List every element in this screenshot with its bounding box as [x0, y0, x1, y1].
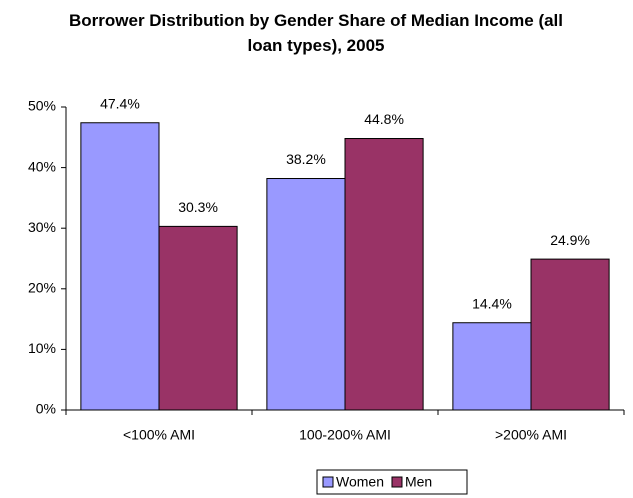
bar: [80, 122, 160, 411]
legend-swatch: [322, 476, 334, 488]
bar: [530, 258, 610, 411]
y-tick-label: 40%: [28, 158, 56, 174]
value-label: 38.2%: [286, 151, 326, 167]
value-label: 47.4%: [100, 95, 140, 111]
y-tick-label: 30%: [28, 219, 56, 235]
bar: [266, 178, 346, 411]
x-tick-label: >200% AMI: [495, 427, 567, 443]
value-label: 24.9%: [550, 232, 590, 248]
bar: [344, 138, 424, 411]
bar: [452, 322, 532, 411]
bar: [158, 225, 238, 411]
y-tick-label: 0%: [36, 401, 56, 417]
y-tick-label: 50%: [28, 98, 56, 114]
value-label: 14.4%: [472, 295, 512, 311]
value-label: 30.3%: [178, 199, 218, 215]
legend-swatch: [391, 476, 403, 488]
legend-label: Women: [336, 474, 384, 490]
y-tick-label: 10%: [28, 340, 56, 356]
x-tick-label: 100-200% AMI: [299, 427, 391, 443]
value-label: 44.8%: [364, 111, 404, 127]
y-tick-label: 20%: [28, 280, 56, 296]
x-tick-label: <100% AMI: [123, 427, 195, 443]
chart-title: Borrower Distribution by Gender Share of…: [68, 11, 564, 55]
legend-label: Men: [405, 474, 432, 490]
